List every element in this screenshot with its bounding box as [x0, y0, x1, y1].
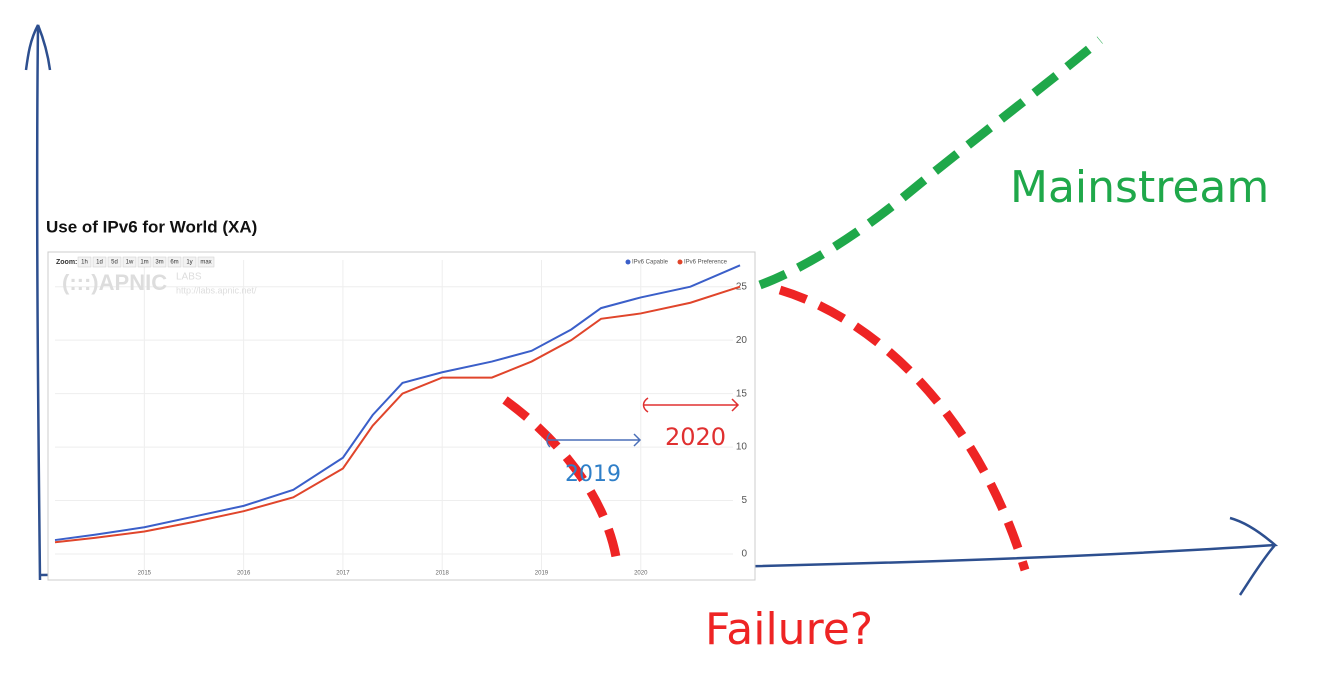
- failure-curve: [778, 285, 1030, 572]
- annotation: Mainstream: [1010, 162, 1269, 213]
- zoom-option[interactable]: 1h: [81, 260, 88, 266]
- annotation: 2020: [665, 423, 726, 451]
- zoom-option[interactable]: 1d: [96, 260, 103, 266]
- zoom-option[interactable]: 3m: [155, 260, 163, 266]
- legend-marker: [625, 259, 631, 265]
- annotation: Failure?: [705, 604, 873, 655]
- mainstream-curve: [758, 36, 1103, 290]
- x-tick-label: 2019: [535, 571, 549, 577]
- hand-y-axis: [24, 24, 52, 581]
- legend-label: IPv6 Capable: [632, 260, 669, 266]
- x-tick-label: 2015: [138, 571, 152, 577]
- zoom-option[interactable]: 5d: [111, 260, 118, 266]
- zoom-button: [167, 256, 182, 268]
- zoom-option[interactable]: 1y: [186, 260, 192, 266]
- y-tick-label: 15: [736, 388, 748, 399]
- y-tick-label: 20: [736, 335, 748, 346]
- data-line: [54, 285, 741, 544]
- chart-frame: [47, 251, 756, 581]
- zoom-button: [107, 256, 122, 268]
- zoom-button: [77, 256, 92, 268]
- zoom-label: Zoom:: [56, 259, 77, 266]
- zoom-option[interactable]: 6m: [170, 260, 178, 266]
- arrow-2019: [546, 432, 642, 448]
- legend-label: IPv6 Preference: [684, 260, 728, 266]
- zoom-button: [197, 256, 215, 268]
- watermark: (:::)APNIC: [62, 270, 167, 295]
- legend-marker: [677, 259, 683, 265]
- y-tick-label: 10: [736, 442, 748, 453]
- x-tick-label: 2020: [634, 571, 648, 577]
- y-tick-label: 0: [741, 549, 747, 560]
- zoom-option[interactable]: 1m: [140, 260, 148, 266]
- watermark: http://labs.apnic.net/: [176, 285, 257, 295]
- zoom-option[interactable]: 1w: [126, 260, 134, 266]
- chart-title: Use of IPv6 for World (XA): [46, 217, 257, 236]
- x-tick-label: 2017: [336, 571, 350, 577]
- data-line: [54, 264, 741, 542]
- zoom-button: [137, 256, 152, 268]
- watermark: LABS: [176, 272, 202, 283]
- zoom-button: [152, 256, 167, 268]
- arrow-2020: [642, 397, 740, 413]
- failure-curve-2019: [502, 396, 623, 571]
- y-tick-label: 25: [736, 281, 748, 292]
- zoom-bar: Zoom: 1h 1d 5d 1w 1m 3m 6m 1y max: [56, 256, 215, 268]
- annotation: 2019: [565, 462, 621, 487]
- zoom-button: [92, 256, 107, 268]
- zoom-option[interactable]: max: [200, 260, 211, 266]
- x-tick-label: 2018: [436, 571, 450, 577]
- x-tick-label: 2016: [237, 571, 251, 577]
- zoom-button: [122, 256, 137, 268]
- zoom-button: [182, 256, 197, 268]
- y-tick-label: 5: [741, 495, 747, 506]
